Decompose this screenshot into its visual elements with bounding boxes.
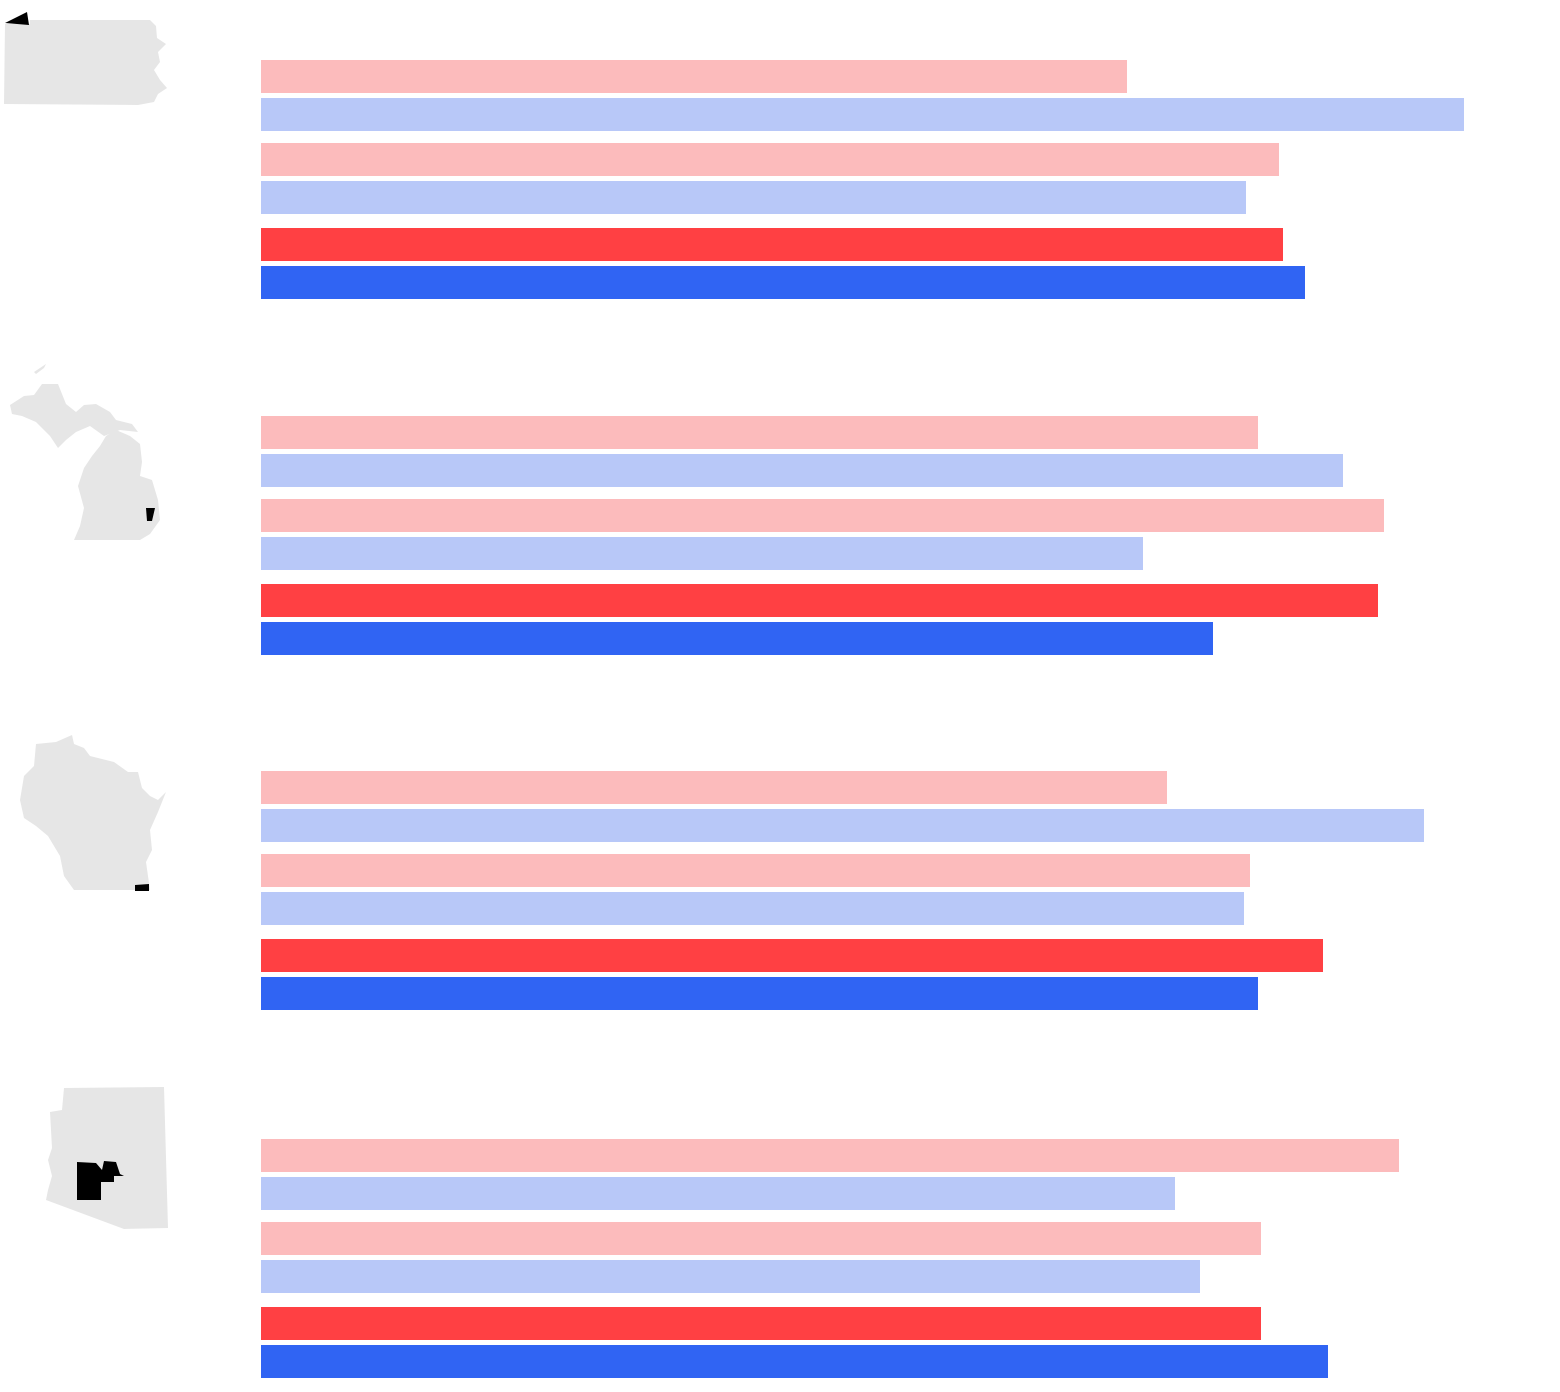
bar-wisconsin-3 bbox=[261, 854, 1250, 887]
wisconsin-map-icon bbox=[20, 735, 166, 891]
michigan-lower-peninsula bbox=[74, 430, 160, 540]
arizona-county-highlight bbox=[77, 1161, 124, 1200]
bar-arizona-1 bbox=[261, 1139, 1399, 1172]
bar-arizona-3 bbox=[261, 1222, 1261, 1255]
wisconsin-shape bbox=[20, 735, 166, 890]
bar-michigan-4 bbox=[261, 537, 1143, 570]
bar-group-pennsylvania bbox=[261, 60, 1464, 299]
pennsylvania-map-icon bbox=[4, 12, 167, 105]
bar-pennsylvania-6 bbox=[261, 266, 1305, 299]
pennsylvania-county-highlight bbox=[5, 12, 29, 25]
bar-michigan-1 bbox=[261, 416, 1258, 449]
bar-arizona-4 bbox=[261, 1260, 1200, 1293]
bar-arizona-2 bbox=[261, 1177, 1175, 1210]
bar-pennsylvania-4 bbox=[261, 181, 1246, 214]
bar-pennsylvania-5 bbox=[261, 228, 1283, 261]
bar-wisconsin-6 bbox=[261, 977, 1258, 1010]
arizona-shape bbox=[46, 1087, 168, 1229]
bar-group-wisconsin bbox=[261, 771, 1424, 1010]
bar-pennsylvania-3 bbox=[261, 143, 1279, 176]
michigan-upper-peninsula bbox=[10, 384, 138, 448]
bar-arizona-6 bbox=[261, 1345, 1328, 1378]
bar-wisconsin-1 bbox=[261, 771, 1167, 804]
bar-group-arizona bbox=[261, 1139, 1399, 1378]
bar-pennsylvania-2 bbox=[261, 98, 1464, 131]
bar-michigan-6 bbox=[261, 622, 1213, 655]
arizona-map-icon bbox=[46, 1087, 168, 1229]
michigan-map-icon bbox=[10, 364, 160, 540]
michigan-county-highlight bbox=[146, 508, 155, 521]
michigan-island bbox=[34, 364, 46, 374]
bar-arizona-5 bbox=[261, 1307, 1261, 1340]
bar-michigan-2 bbox=[261, 454, 1343, 487]
wisconsin-county-highlight bbox=[135, 884, 149, 891]
bar-pennsylvania-1 bbox=[261, 60, 1127, 93]
bar-michigan-3 bbox=[261, 499, 1384, 532]
bar-wisconsin-2 bbox=[261, 809, 1424, 842]
bar-michigan-5 bbox=[261, 584, 1378, 617]
bar-wisconsin-5 bbox=[261, 939, 1323, 972]
bar-group-michigan bbox=[261, 416, 1384, 655]
bar-wisconsin-4 bbox=[261, 892, 1244, 925]
pennsylvania-shape bbox=[4, 20, 167, 105]
